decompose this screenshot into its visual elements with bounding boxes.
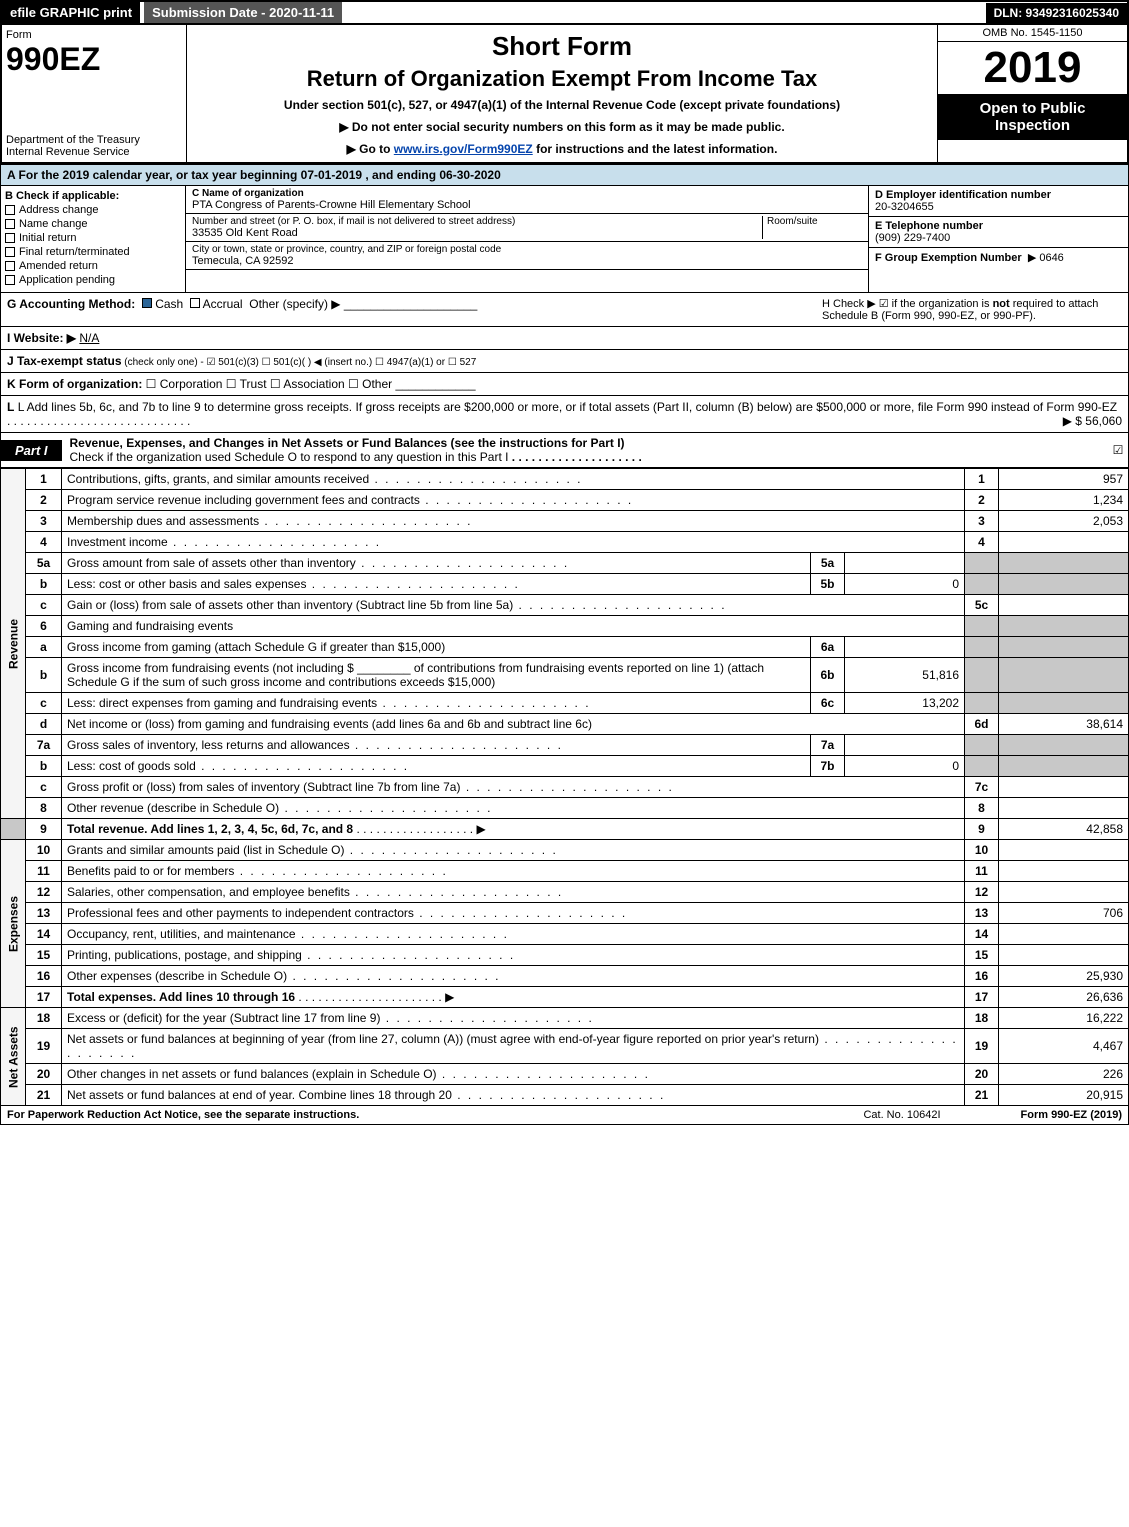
org-name: PTA Congress of Parents-Crowne Hill Elem… (192, 199, 862, 211)
line21-value: 20,915 (999, 1085, 1129, 1106)
box-k: K Form of organization: ☐ Corporation ☐ … (0, 373, 1129, 396)
tel-label: E Telephone number (875, 220, 983, 232)
line10-value (999, 840, 1129, 861)
room-label: Room/suite (767, 216, 862, 227)
ein-value: 20-3204655 (875, 201, 934, 213)
line3-value: 2,053 (999, 511, 1129, 532)
tel-value: (909) 229-7400 (875, 232, 950, 244)
addr-label: Number and street (or P. O. box, if mail… (192, 216, 762, 227)
line20-value: 226 (999, 1064, 1129, 1085)
omb-number: OMB No. 1545-1150 (938, 25, 1127, 42)
footer-cat: Cat. No. 10642I (863, 1109, 940, 1121)
goto-line: ▶ Go to www.irs.gov/Form990EZ for instru… (193, 142, 931, 156)
line7c-value (999, 777, 1129, 798)
part1-label: Part I (1, 440, 62, 461)
revenue-sidelabel: Revenue (1, 469, 26, 819)
line6d-value: 38,614 (999, 714, 1129, 735)
form-word: Form (6, 29, 182, 41)
header-mid: Short Form Return of Organization Exempt… (187, 25, 937, 162)
form-number: 990EZ (6, 41, 182, 78)
group-label: F Group Exemption Number (875, 252, 1022, 264)
box-l: L L Add lines 5b, 6c, and 7b to line 9 t… (0, 396, 1129, 433)
line16-value: 25,930 (999, 966, 1129, 987)
part1-header: Part I Revenue, Expenses, and Changes in… (0, 433, 1129, 468)
line5a-value (845, 553, 965, 574)
short-form-title: Short Form (193, 31, 931, 62)
line17-value: 26,636 (999, 987, 1129, 1008)
dept-treasury: Department of the Treasury Internal Reve… (6, 134, 182, 158)
gross-receipts: ▶ $ 56,060 (1063, 414, 1122, 428)
line6a-value (845, 637, 965, 658)
line14-value (999, 924, 1129, 945)
tax-year: 2019 (938, 42, 1127, 94)
line5c-value (999, 595, 1129, 616)
line12-value (999, 882, 1129, 903)
top-bar: efile GRAPHIC print Submission Date - 20… (0, 0, 1129, 25)
line19-value: 4,467 (999, 1029, 1129, 1064)
efile-print-btn[interactable]: efile GRAPHIC print (2, 2, 140, 23)
line13-value: 706 (999, 903, 1129, 924)
line18-value: 16,222 (999, 1008, 1129, 1029)
netassets-sidelabel: Net Assets (1, 1008, 26, 1106)
line8-value (999, 798, 1129, 819)
part1-title: Revenue, Expenses, and Changes in Net As… (62, 433, 1108, 467)
dln-label: DLN: 93492316025340 (986, 3, 1127, 23)
chk-name-change[interactable] (5, 219, 15, 229)
header-left: Form 990EZ Department of the Treasury In… (2, 25, 187, 162)
org-city: Temecula, CA 92592 (192, 255, 862, 267)
chk-final-return[interactable] (5, 247, 15, 257)
header-right: OMB No. 1545-1150 2019 Open to Public In… (937, 25, 1127, 162)
line15-value (999, 945, 1129, 966)
line11-value (999, 861, 1129, 882)
ein-label: D Employer identification number (875, 189, 1051, 201)
city-label: City or town, state or province, country… (192, 244, 862, 255)
chk-amended-return[interactable] (5, 261, 15, 271)
box-b: B Check if applicable: Address change Na… (1, 186, 186, 292)
line7a-value (845, 735, 965, 756)
line2-value: 1,234 (999, 490, 1129, 511)
website-value: N/A (79, 331, 99, 345)
box-i: I Website: ▶ N/A (0, 327, 1129, 350)
tax-year-line: A For the 2019 calendar year, or tax yea… (0, 164, 1129, 186)
open-public-badge: Open to Public Inspection (938, 94, 1127, 140)
group-value: ▶ 0646 (1028, 252, 1064, 264)
box-c: C Name of organization PTA Congress of P… (186, 186, 868, 292)
box-h: H Check ▶ ☑ if the organization is not r… (822, 297, 1122, 322)
chk-accrual[interactable] (190, 298, 200, 308)
g-h-row: G Accounting Method: Cash Accrual Other … (0, 293, 1129, 327)
form-header: Form 990EZ Department of the Treasury In… (0, 25, 1129, 164)
line6b-value: 51,816 (845, 658, 965, 693)
form-title: Return of Organization Exempt From Incom… (193, 66, 931, 92)
line7b-value: 0 (845, 756, 965, 777)
line4-value (999, 532, 1129, 553)
part1-check[interactable]: ☑ (1108, 443, 1128, 457)
line9-value: 42,858 (999, 819, 1129, 840)
box-b-label: B Check if applicable: (5, 190, 181, 202)
footer-left: For Paperwork Reduction Act Notice, see … (7, 1109, 359, 1121)
chk-initial-return[interactable] (5, 233, 15, 243)
org-address: 33535 Old Kent Road (192, 227, 762, 239)
chk-application-pending[interactable] (5, 275, 15, 285)
footer: For Paperwork Reduction Act Notice, see … (0, 1106, 1129, 1125)
section-b: B Check if applicable: Address change Na… (0, 186, 1129, 293)
box-c-name-label: C Name of organization (192, 188, 862, 199)
irs-link[interactable]: www.irs.gov/Form990EZ (394, 142, 533, 156)
no-ssn-line: ▶ Do not enter social security numbers o… (193, 120, 931, 134)
box-j: J Tax-exempt status (check only one) - ☑… (0, 350, 1129, 373)
line5b-value: 0 (845, 574, 965, 595)
submission-date-btn[interactable]: Submission Date - 2020-11-11 (144, 2, 342, 23)
box-g-label: G Accounting Method: (7, 297, 135, 311)
under-section: Under section 501(c), 527, or 4947(a)(1)… (193, 98, 931, 112)
line6c-value: 13,202 (845, 693, 965, 714)
chk-cash[interactable] (142, 298, 152, 308)
box-d-e-f: D Employer identification number 20-3204… (868, 186, 1128, 292)
line1-value: 957 (999, 469, 1129, 490)
part1-table: Revenue 1 Contributions, gifts, grants, … (0, 468, 1129, 1106)
chk-address-change[interactable] (5, 205, 15, 215)
footer-right: Form 990-EZ (2019) (1021, 1109, 1122, 1121)
expenses-sidelabel: Expenses (1, 840, 26, 1008)
